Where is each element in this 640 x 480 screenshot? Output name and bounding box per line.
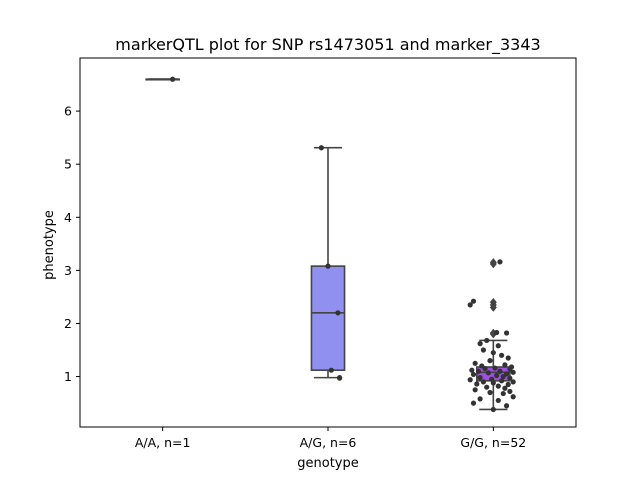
data-point: [487, 358, 493, 364]
x-tick-label: A/A, n=1: [135, 435, 191, 450]
data-point: [505, 355, 511, 361]
plot-frame: [79, 57, 577, 428]
data-point: [470, 371, 477, 378]
y-tick-label: 2: [64, 316, 72, 331]
data-point: [494, 329, 500, 336]
data-point: [474, 381, 480, 387]
y-tick-label: 4: [64, 210, 72, 225]
data-point: [482, 365, 488, 372]
y-axis-label: phenotype: [42, 210, 57, 280]
y-tick-label: 1: [64, 369, 72, 384]
data-point: [499, 352, 505, 358]
data-point: [169, 76, 176, 82]
data-point: [490, 380, 496, 386]
data-point: [497, 259, 503, 265]
data-point: [484, 337, 490, 344]
data-point: [497, 368, 503, 374]
data-point: [328, 367, 334, 373]
plot-area: 1 2 3 4 5 6 A/A, n=1 A/G, n=6 G/G, n=52: [64, 76, 526, 450]
data-point: [472, 360, 478, 366]
data-point: [495, 343, 501, 349]
data-point: [477, 341, 483, 347]
data-point: [467, 377, 473, 383]
data-point: [505, 381, 511, 388]
y-tick-label: 5: [64, 157, 72, 172]
data-point: [492, 365, 498, 371]
data-point: [469, 367, 475, 373]
data-point: [510, 394, 516, 400]
data-point: [318, 145, 324, 151]
data-point: [495, 397, 501, 404]
data-point: [472, 387, 478, 393]
y-tick-label: 3: [64, 263, 72, 278]
data-point: [500, 390, 506, 397]
data-point: [325, 263, 331, 269]
data-point: [477, 396, 483, 402]
x-axis-label: genotype: [297, 456, 358, 471]
data-point: [484, 384, 490, 390]
data-point: [507, 375, 513, 381]
data-point: [336, 375, 343, 381]
data-point: [480, 379, 487, 385]
data-point: [510, 379, 516, 385]
data-point: [470, 298, 477, 304]
data-point: [477, 375, 483, 381]
x-tick-label: A/G, n=6: [300, 435, 357, 450]
data-point: [494, 372, 500, 379]
data-point: [470, 400, 477, 406]
data-point: [500, 373, 506, 380]
data-point: [480, 347, 487, 353]
data-point: [490, 350, 496, 356]
x-tick-label: G/G, n=52: [460, 435, 526, 450]
data-point: [510, 369, 516, 375]
y-tick-label: 6: [64, 104, 72, 119]
data-point: [475, 368, 482, 374]
outlier-marker: [489, 297, 497, 307]
data-point: [499, 378, 505, 384]
box: [310, 265, 346, 371]
chart-title: markerQTL plot for SNP rs1473051 and mar…: [115, 35, 540, 55]
data-point: [503, 403, 510, 409]
data-point: [507, 366, 513, 372]
outlier-marker: [489, 258, 497, 267]
data-point: [495, 383, 501, 389]
data-point: [502, 385, 508, 391]
data-point: [502, 362, 508, 368]
data-point: [507, 388, 513, 395]
data-point: [467, 302, 473, 308]
data-point: [485, 370, 491, 376]
data-point: [335, 310, 341, 316]
data-point: [487, 389, 493, 396]
data-point: [490, 406, 496, 413]
data-point: [503, 330, 510, 336]
